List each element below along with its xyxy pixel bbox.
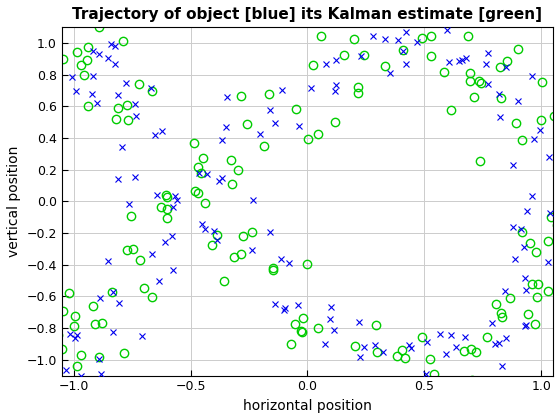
Y-axis label: vertical position: vertical position [7,146,21,257]
Title: Trajectory of object [blue] its Kalman estimate [green]: Trajectory of object [blue] its Kalman e… [72,7,543,22]
X-axis label: horizontal position: horizontal position [243,399,372,413]
